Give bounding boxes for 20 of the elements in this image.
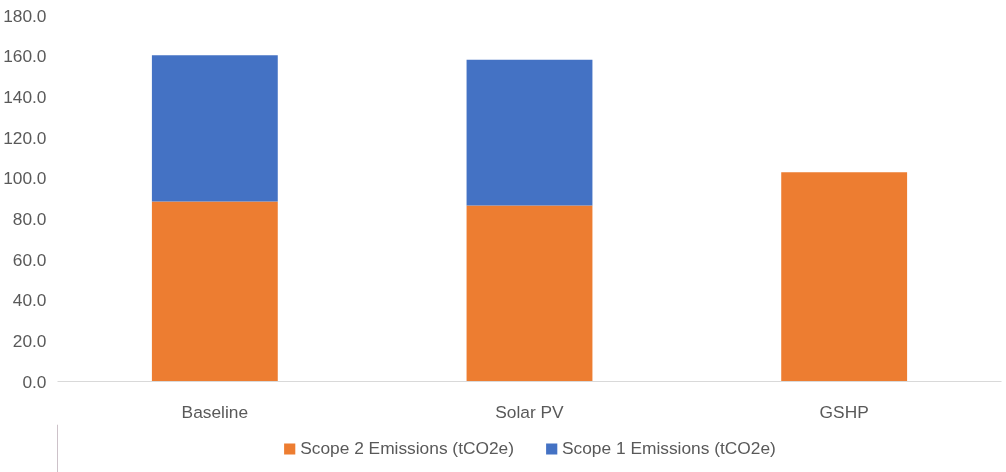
bar xyxy=(151,55,278,202)
x-tick-label: GSHP xyxy=(819,401,869,422)
y-tick-label: 60.0 xyxy=(12,249,47,270)
bar xyxy=(151,201,278,382)
y-tick-label: 140.0 xyxy=(3,86,47,107)
bar xyxy=(466,59,593,206)
y-tick-label: 80.0 xyxy=(12,208,47,229)
y-tick-label: 180.0 xyxy=(3,5,47,26)
y-tick-label: 20.0 xyxy=(12,330,47,351)
y-tick-label: 100.0 xyxy=(3,168,47,189)
y-tick-label: 40.0 xyxy=(12,290,47,311)
y-tick-label: 120.0 xyxy=(3,127,47,148)
x-tick-label: Baseline xyxy=(181,401,249,422)
bar xyxy=(466,205,593,382)
legend-label: Scope 2 Emissions (tCO2e) xyxy=(300,437,514,459)
x-tick-label: Solar PV xyxy=(495,401,565,422)
y-tick-label: 0.0 xyxy=(22,371,47,392)
bar xyxy=(781,172,908,382)
legend-label: Scope 1 Emissions (tCO2e) xyxy=(562,437,776,459)
y-tick-label: 160.0 xyxy=(3,46,47,67)
